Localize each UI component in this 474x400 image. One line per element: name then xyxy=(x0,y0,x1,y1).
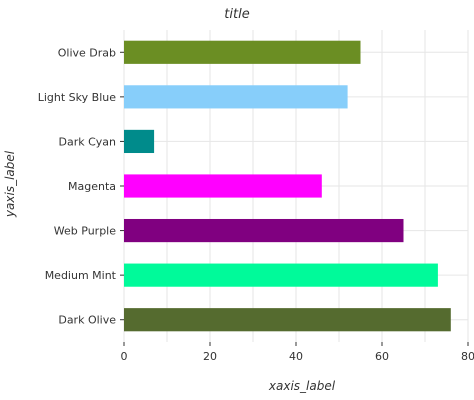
y-tick-label: Olive Drab xyxy=(58,46,116,59)
bar-dark-olive xyxy=(124,308,451,332)
chart-title: title xyxy=(224,7,249,22)
x-axis-ticks: 0 20 40 60 80 xyxy=(121,342,474,363)
x-tick-label: 0 xyxy=(121,350,128,363)
bar-magenta xyxy=(124,174,322,198)
x-tick-label: 40 xyxy=(289,350,303,363)
y-tick-label: Medium Mint xyxy=(45,269,117,282)
bar-olive-drab xyxy=(124,40,361,64)
x-tick-label: 80 xyxy=(461,350,474,363)
x-tick-label: 20 xyxy=(203,350,217,363)
bars xyxy=(124,40,451,332)
bar-medium-mint xyxy=(124,263,438,287)
bar-web-purple xyxy=(124,218,404,243)
bar-dark-cyan xyxy=(124,129,155,154)
x-axis-label: xaxis_label xyxy=(268,379,336,393)
y-axis-label: yaxis_label xyxy=(3,150,17,218)
y-tick-label: Magenta xyxy=(68,180,116,193)
x-tick-label: 60 xyxy=(375,350,389,363)
y-tick-label: Dark Olive xyxy=(58,314,116,327)
y-tick-label: Dark Cyan xyxy=(58,135,116,148)
y-axis-categories: Dark Olive Medium Mint Web Purple Magenta Da… xyxy=(38,46,124,327)
y-tick-label: Light Sky Blue xyxy=(38,91,116,104)
bar-light-sky-blue xyxy=(124,85,348,109)
y-tick-label: Web Purple xyxy=(54,225,116,238)
